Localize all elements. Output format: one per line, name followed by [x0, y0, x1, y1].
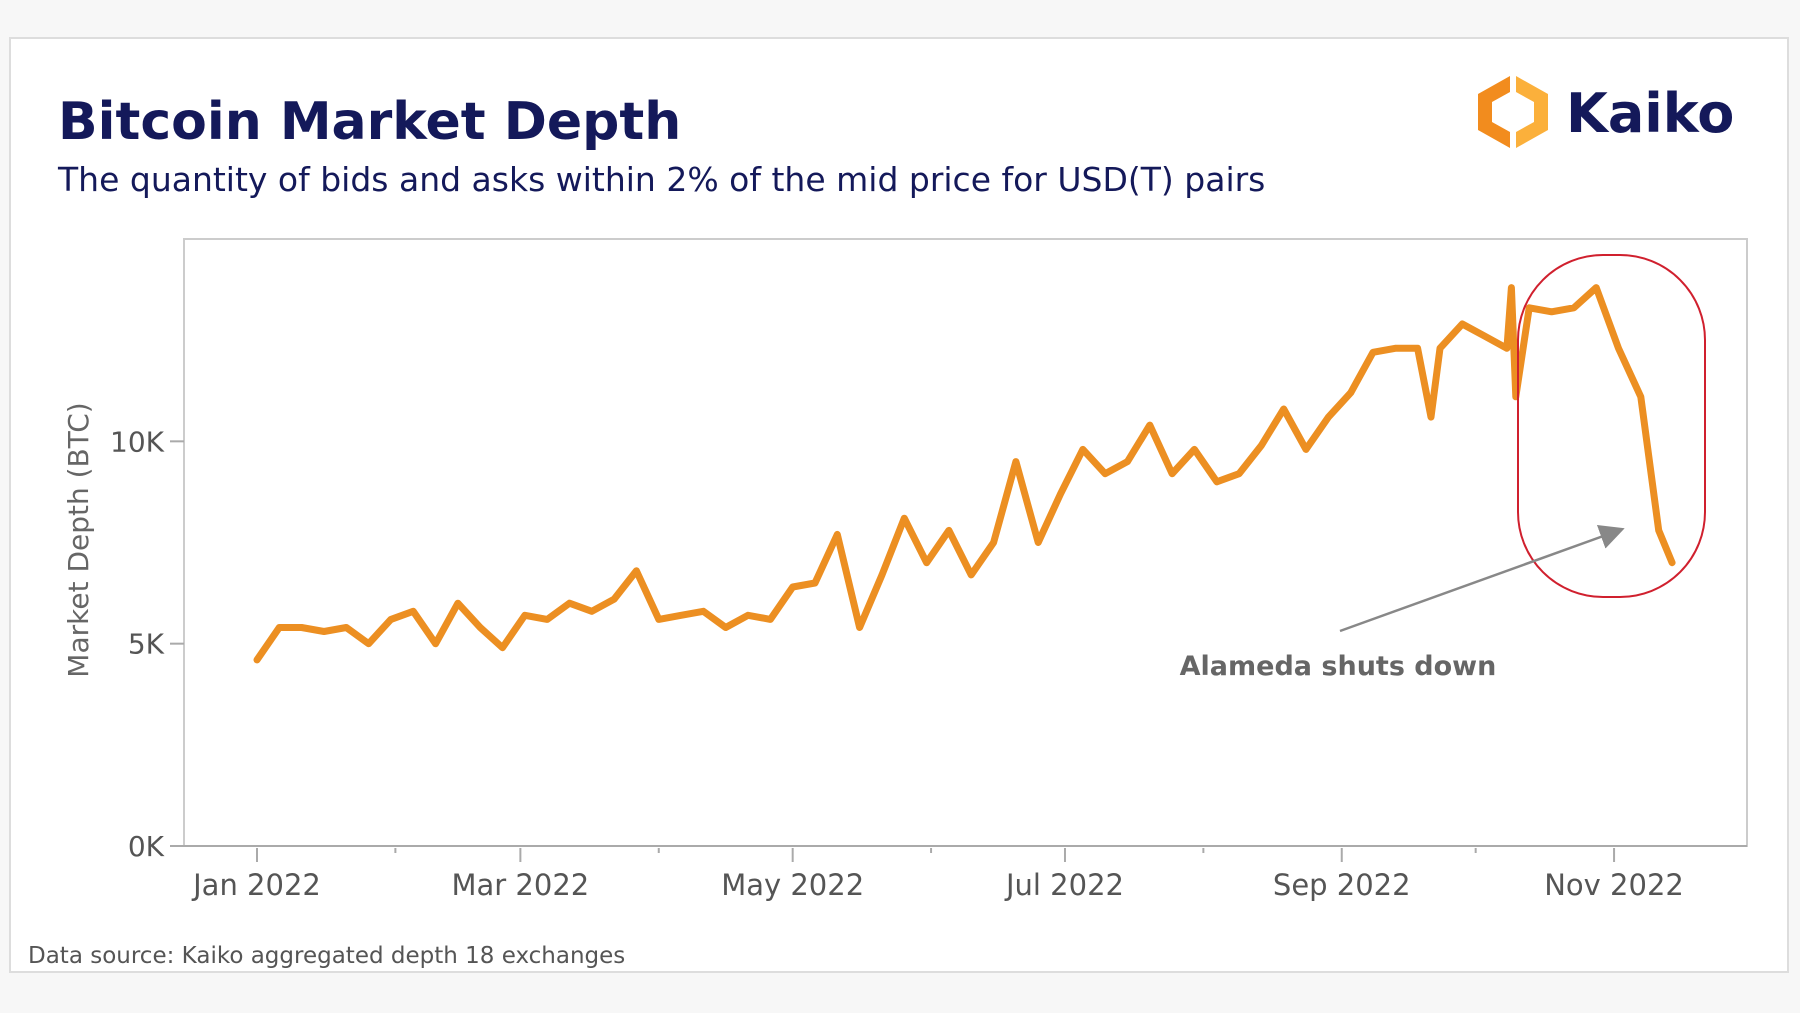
y-tick-label: 5K [128, 628, 165, 661]
x-tick-label: Jul 2022 [1004, 868, 1124, 902]
kaiko-hexagon-icon [1478, 76, 1548, 148]
chart-subtitle: The quantity of bids and asks within 2% … [58, 160, 1266, 199]
annotation-arrow [1339, 525, 1625, 633]
annotation-text: Alameda shuts down [1180, 651, 1497, 682]
x-tick-label: Jan 2022 [191, 868, 321, 902]
x-tick-label: Sep 2022 [1273, 868, 1411, 902]
y-tick-label: 10K [110, 425, 165, 458]
y-tick-label: 0K [128, 830, 165, 863]
svg-text:Kaiko: Kaiko [1566, 82, 1734, 145]
kaiko-logo: Kaiko [1470, 72, 1760, 152]
data-source-note: Data source: Kaiko aggregated depth 18 e… [28, 943, 626, 969]
series-line-market-depth [253, 284, 1676, 664]
x-tick-label: May 2022 [721, 868, 864, 902]
chart-title: Bitcoin Market Depth [58, 92, 682, 152]
x-tick-label: Mar 2022 [452, 868, 590, 902]
y-axis-label: Market Depth (BTC) [62, 402, 95, 677]
highlight-box [1517, 254, 1706, 598]
x-tick-label: Nov 2022 [1544, 868, 1684, 902]
chart-card [9, 37, 1789, 973]
